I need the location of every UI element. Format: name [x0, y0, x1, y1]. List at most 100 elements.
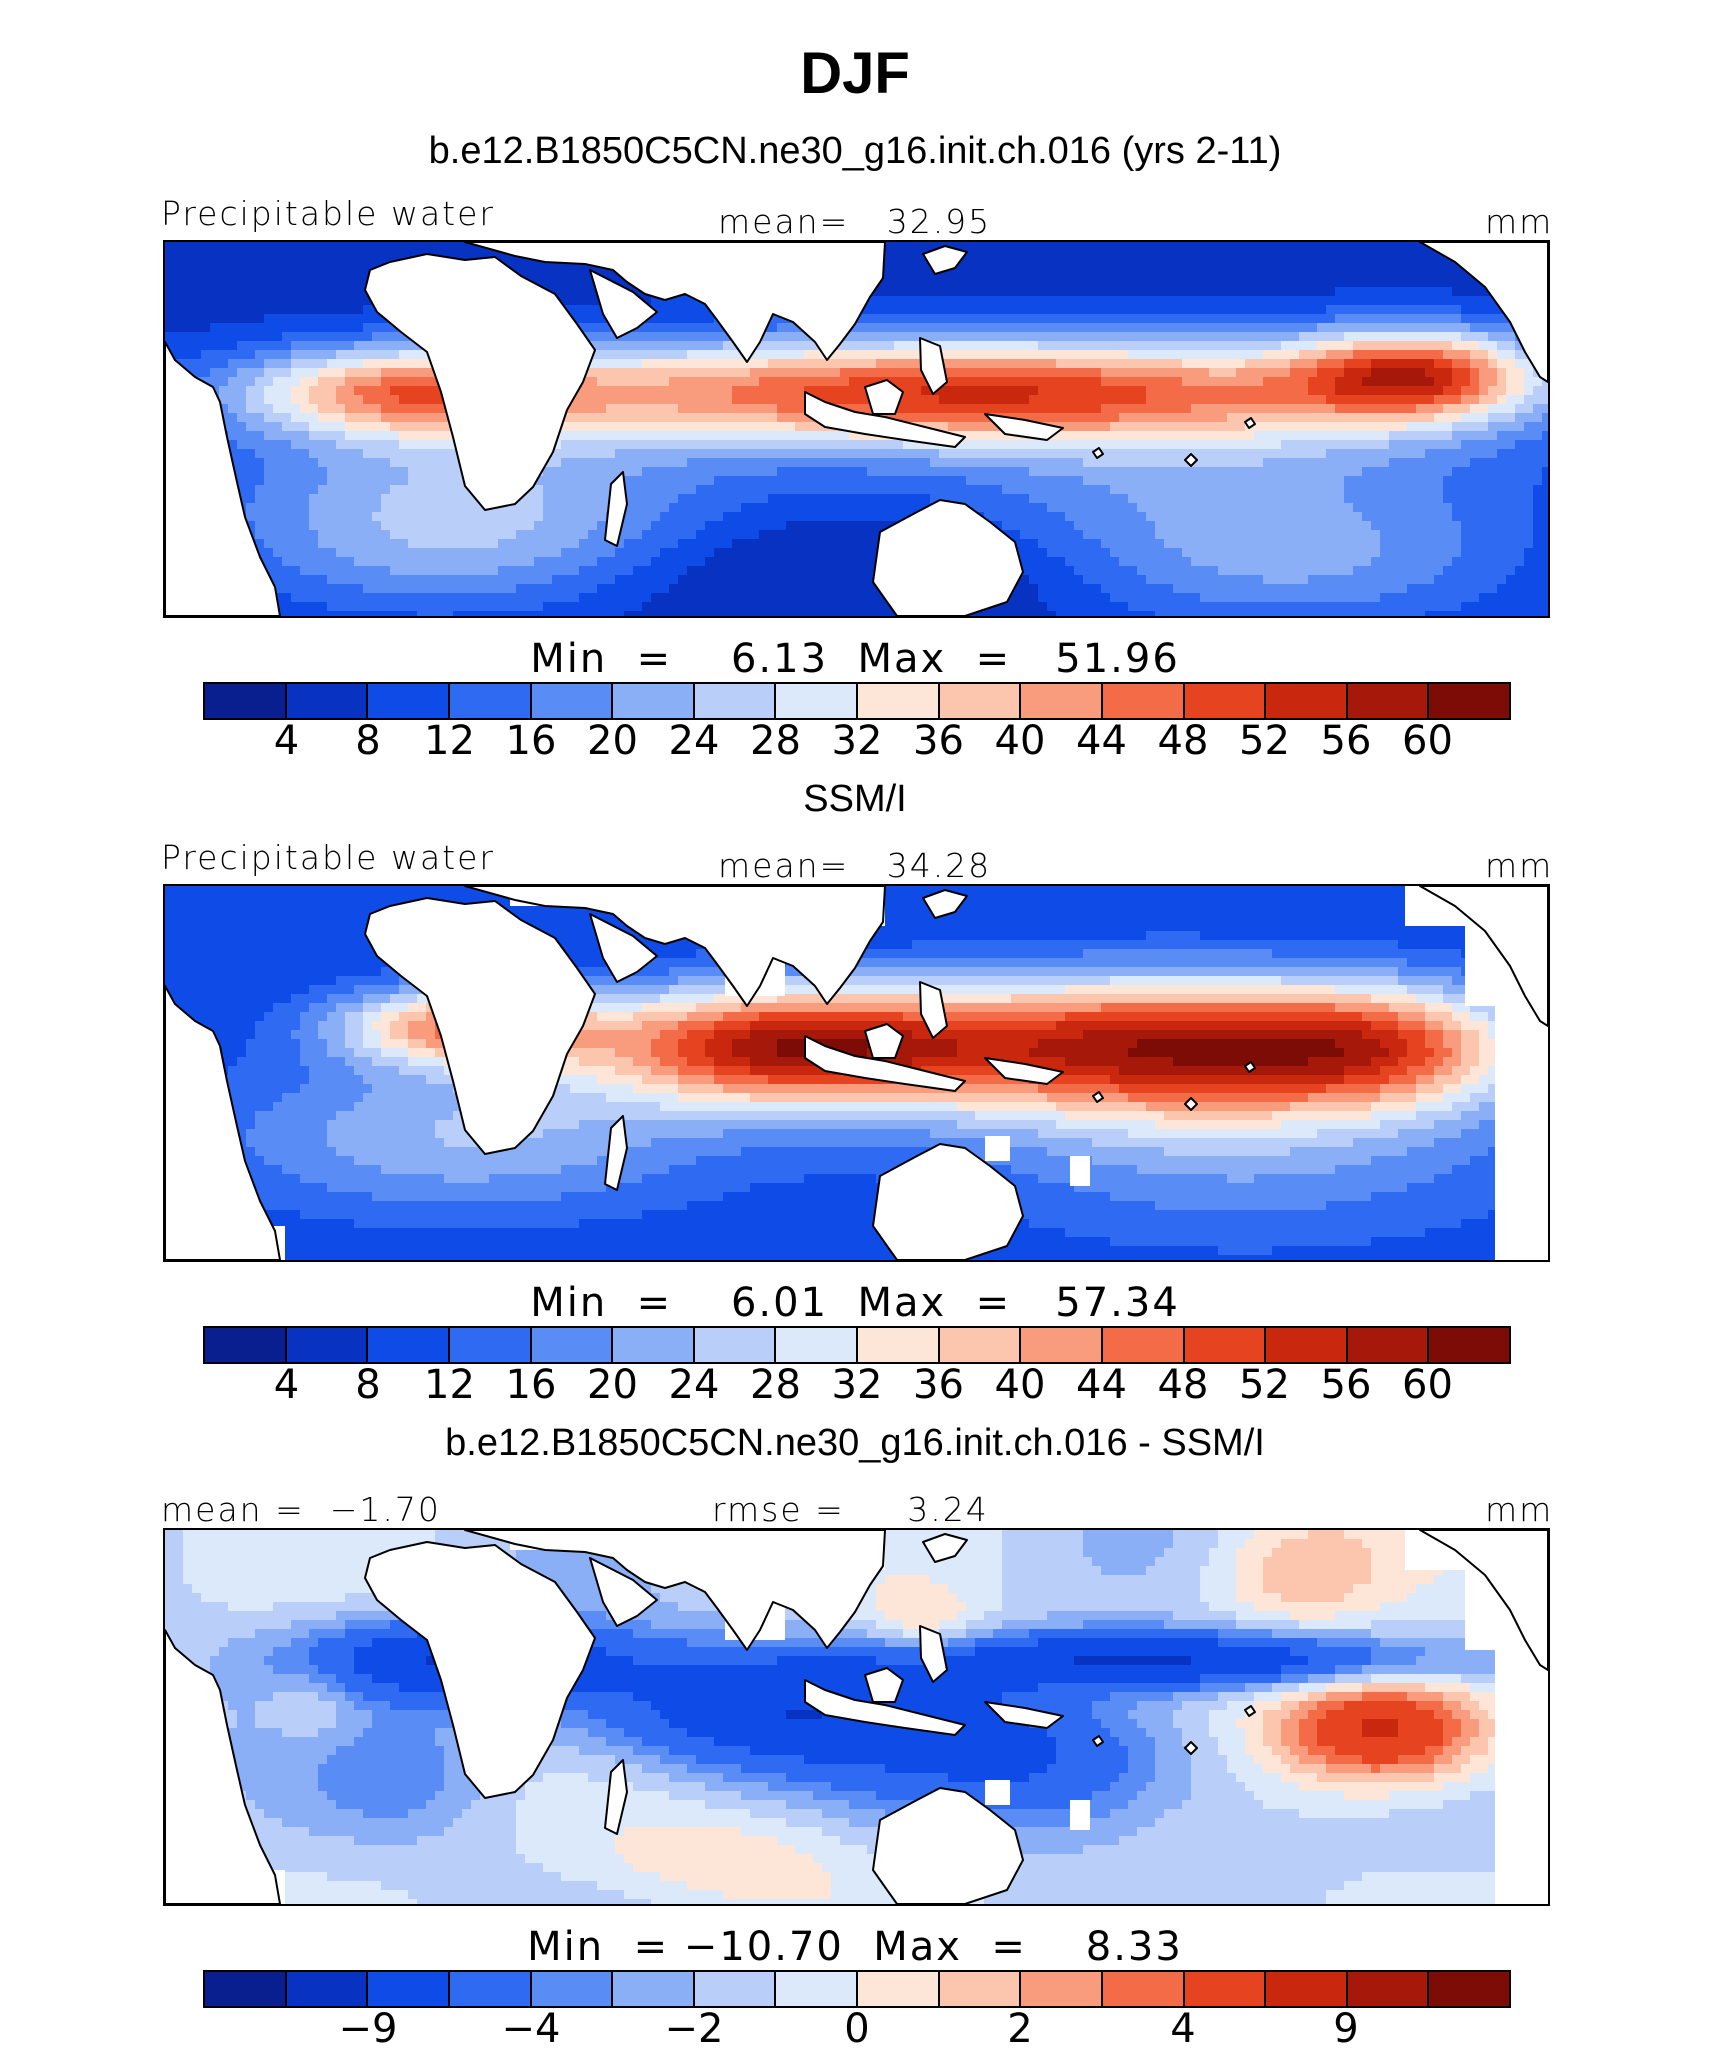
- colorbar-tick-label: 60: [1402, 718, 1453, 764]
- land-philippines: [919, 1625, 948, 1683]
- colorbar-box: [1429, 1328, 1509, 1362]
- colorbar-box: [1266, 684, 1348, 718]
- colorbar-tick-label: 48: [1157, 718, 1209, 764]
- land-japan: [922, 245, 968, 275]
- colorbar-tick-label: 36: [913, 718, 964, 764]
- colorbar-box: [205, 1972, 287, 2006]
- colorbar-box: [449, 684, 532, 718]
- panel-3-units: mm: [1485, 1490, 1554, 1529]
- map-canvas: [165, 886, 1548, 1260]
- colorbar-box: [1021, 1328, 1103, 1362]
- colorbar-box: [1102, 1972, 1185, 2006]
- colorbar-tick-label: 56: [1320, 718, 1372, 764]
- colorbar-tick-label: 60: [1402, 1362, 1453, 1408]
- colorbar-box: [449, 1328, 532, 1362]
- colorbar-tick-label: 24: [668, 1362, 720, 1408]
- land-philippines: [919, 337, 948, 395]
- panel-3-title: b.e12.B1850C5CN.ne30_g16.init.ch.016 - S…: [445, 1422, 1265, 1464]
- colorbar-box: [531, 1972, 614, 2006]
- land-indonesia: [804, 1035, 966, 1092]
- map-canvas: [165, 242, 1548, 616]
- land-arabia: [589, 1557, 658, 1627]
- panel-2-colorbar-ticks: 4 8 12 16 20 24 28 32 36 40 44 48 52 56 60: [203, 1362, 1511, 1412]
- land-newguinea: [984, 1701, 1064, 1729]
- colorbar-box: [1429, 1972, 1509, 2006]
- colorbar-box: [694, 1328, 777, 1362]
- colorbar-box: [694, 1972, 777, 2006]
- colorbar-box: [1266, 1972, 1348, 2006]
- colorbar-tick-label: 20: [587, 1362, 638, 1408]
- panel-2-minmax: Min = 6.01 Max = 57.34: [530, 1280, 1180, 1326]
- panel-3-label-left: mean = −1.70: [161, 1490, 441, 1529]
- colorbar-box: [613, 684, 695, 718]
- land-smallislands: [1092, 417, 1256, 467]
- main-title: DJF: [800, 41, 910, 106]
- colorbar-tick-label: 2: [1007, 2006, 1033, 2052]
- colorbar-tick-label: −2: [664, 2006, 724, 2052]
- colorbar-tick-label: 44: [1076, 1362, 1127, 1408]
- land-africa: [364, 1541, 596, 1799]
- land-eurasia: [464, 242, 886, 363]
- land-americaS: [165, 341, 281, 616]
- colorbar-box: [1021, 1972, 1103, 2006]
- colorbar-tick-label: −9: [338, 2006, 398, 2052]
- map-canvas: [165, 1530, 1548, 1904]
- land-smallislands: [1092, 1061, 1256, 1111]
- colorbar-box: [858, 684, 940, 718]
- panel-3-label-center: rmse = 3.24: [712, 1490, 989, 1529]
- land-americaS: [165, 985, 281, 1260]
- colorbar-tick-label: 16: [505, 1362, 557, 1408]
- colorbar-tick-label: 56: [1320, 1362, 1372, 1408]
- colorbar-box: [449, 1972, 532, 2006]
- land-borneo: [864, 1667, 904, 1703]
- colorbar-tick-label: 36: [913, 1362, 964, 1408]
- colorbar-box: [1184, 1972, 1267, 2006]
- land-australia: [872, 1787, 1024, 1904]
- colorbar-box: [1184, 684, 1267, 718]
- colorbar-box: [1347, 684, 1430, 718]
- land-newguinea: [984, 413, 1064, 441]
- colorbar-tick-label: 16: [505, 718, 557, 764]
- colorbar-tick-label: 20: [587, 718, 638, 764]
- land-japan: [922, 1533, 968, 1563]
- colorbar-box: [531, 1328, 614, 1362]
- land-borneo: [864, 1023, 904, 1059]
- land-africa: [364, 253, 596, 511]
- land-arabia: [589, 269, 658, 339]
- colorbar-box: [368, 1328, 450, 1362]
- colorbar-box: [858, 1972, 940, 2006]
- colorbar-tick-label: 0: [844, 2006, 870, 2052]
- panel-1-colorbar: [203, 682, 1511, 720]
- colorbar-tick-label: 8: [355, 1362, 381, 1408]
- land-eurasia: [464, 1530, 886, 1651]
- land-madagascar: [604, 1115, 628, 1191]
- colorbar-box: [939, 684, 1022, 718]
- colorbar-box: [694, 684, 777, 718]
- land-smallislands: [1092, 1705, 1256, 1755]
- colorbar-tick-label: 40: [994, 718, 1046, 764]
- missing-data-region: [985, 1780, 1010, 1805]
- land-africa: [364, 897, 596, 1155]
- land-americaN: [1419, 886, 1548, 1027]
- land-borneo: [864, 379, 904, 415]
- panel-2-map: [163, 884, 1550, 1262]
- panel-1-label-center: mean= 32.95: [718, 202, 992, 241]
- colorbar-box: [286, 1328, 369, 1362]
- panel-2-label-center: mean= 34.28: [718, 846, 992, 885]
- colorbar-tick-label: 28: [750, 1362, 801, 1408]
- colorbar-tick-label: 28: [750, 718, 801, 764]
- colorbar-box: [776, 1328, 858, 1362]
- missing-data-region: [1070, 1800, 1090, 1830]
- colorbar-tick-label: 52: [1239, 718, 1290, 764]
- colorbar-tick-label: 4: [273, 1362, 300, 1408]
- colorbar-box: [858, 1328, 940, 1362]
- colorbar-box: [368, 684, 450, 718]
- colorbar-box: [1184, 1328, 1267, 1362]
- missing-data-region: [1495, 1650, 1548, 1904]
- land-indonesia: [804, 1679, 966, 1736]
- missing-data-region: [985, 1136, 1010, 1161]
- colorbar-tick-label: 8: [355, 718, 381, 764]
- colorbar-box: [613, 1972, 695, 2006]
- colorbar-box: [205, 684, 287, 718]
- land-newguinea: [984, 1057, 1064, 1085]
